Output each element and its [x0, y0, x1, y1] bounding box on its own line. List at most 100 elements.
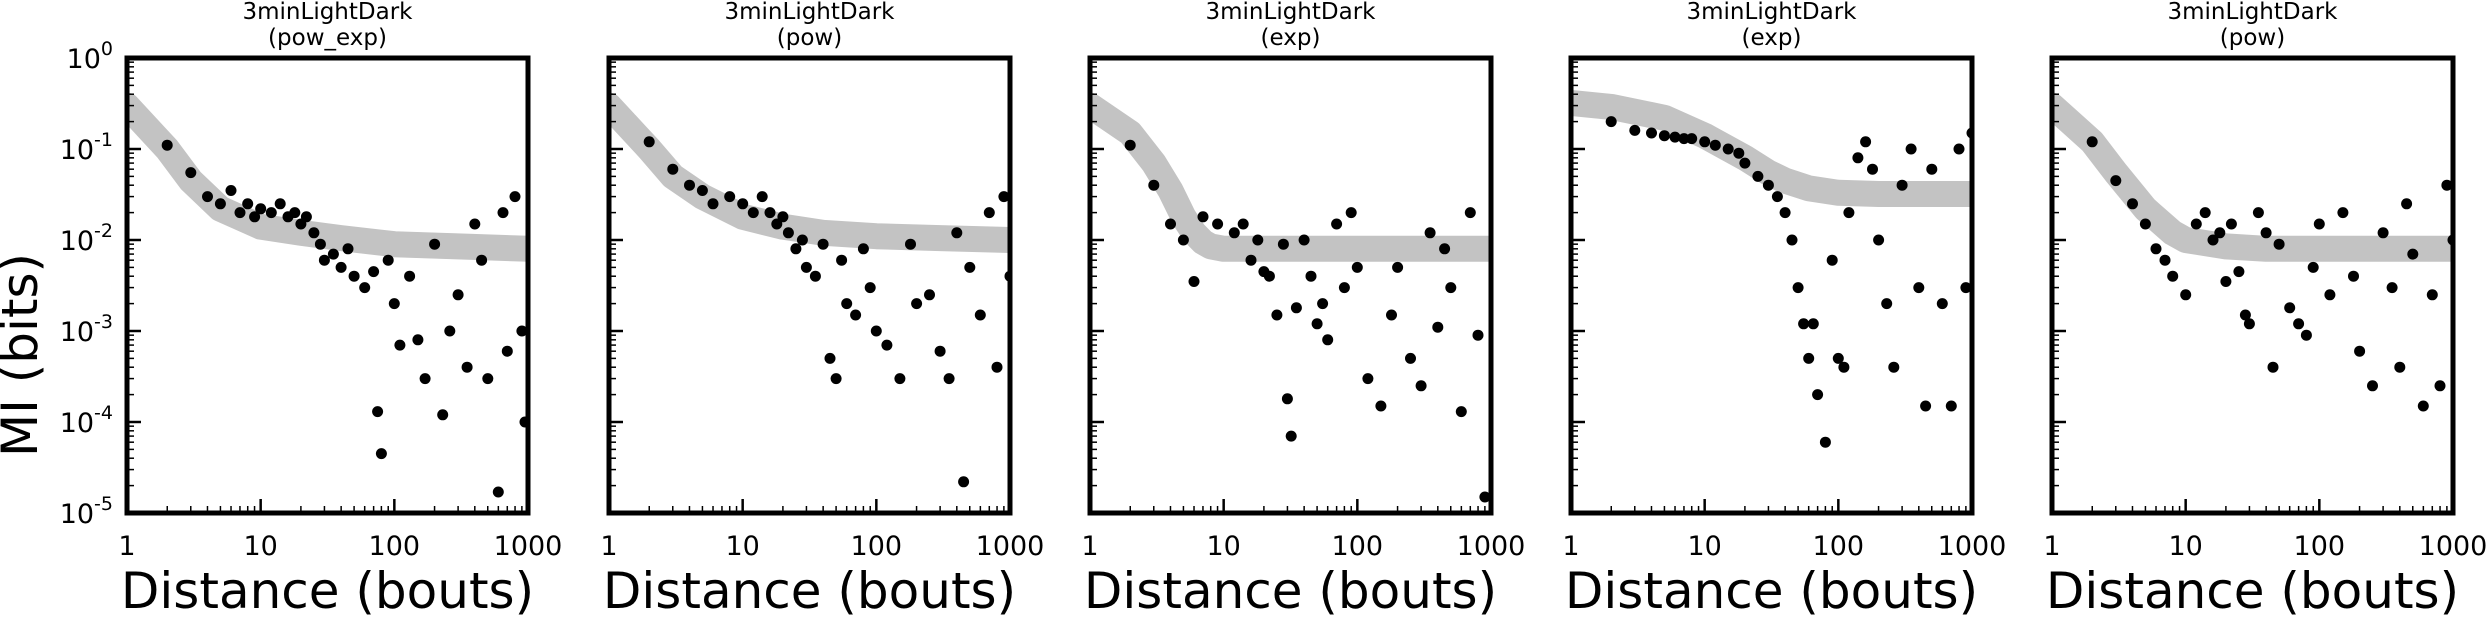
data-point [452, 289, 464, 301]
data-point [1838, 361, 1850, 373]
data-point [2354, 345, 2366, 357]
data-point [1237, 218, 1249, 230]
data-point [724, 191, 736, 203]
data-point [2434, 380, 2446, 392]
data-point [2386, 282, 2398, 294]
data-point [894, 373, 906, 385]
data-point [850, 309, 862, 321]
x-tick-label: 100 [1813, 531, 1865, 562]
data-point [934, 345, 946, 357]
data-point [1826, 254, 1838, 266]
data-point [1298, 234, 1310, 246]
x-tick-label: 1000 [1938, 531, 2007, 562]
data-point [2207, 234, 2219, 246]
data-point [1424, 227, 1436, 239]
panel-title: 3minLightDark [1206, 0, 1377, 25]
data-point [1311, 318, 1323, 330]
data-point [318, 254, 330, 266]
data-point [2159, 254, 2171, 266]
data-point [1867, 163, 1878, 175]
data-point [1317, 298, 1329, 310]
data-point [2220, 276, 2232, 287]
data-point [2233, 266, 2245, 278]
data-point [1472, 329, 1484, 341]
data-point [382, 254, 394, 266]
data-point [1832, 352, 1844, 364]
data-point [1252, 234, 1264, 246]
data-point [1629, 124, 1641, 136]
data-point [737, 198, 749, 210]
data-point [1953, 143, 1965, 155]
data-point [1709, 139, 1721, 151]
data-point [509, 191, 521, 203]
data-point [516, 325, 528, 337]
data-point [1739, 157, 1751, 169]
data-point [1351, 261, 1363, 273]
data-point [2300, 329, 2312, 341]
data-point [1945, 400, 1957, 412]
data-point [841, 298, 853, 310]
panel-title: 3minLightDark [2168, 0, 2339, 25]
data-point [1212, 218, 1224, 230]
x-tick-label: 1 [600, 531, 617, 562]
data-point [2348, 270, 2359, 282]
data-point [958, 476, 970, 488]
data-point [1896, 179, 1908, 191]
x-tick-label: 100 [369, 531, 421, 562]
data-point [461, 361, 473, 373]
data-point [991, 361, 1003, 373]
data-point [796, 234, 808, 246]
data-point [1281, 393, 1293, 405]
data-point [1605, 116, 1617, 128]
plot-area [2052, 92, 2453, 412]
data-point [707, 198, 719, 210]
data-point [1752, 170, 1764, 182]
data-point [1786, 234, 1798, 246]
x-tick-label: 1000 [2419, 531, 2488, 562]
data-point [444, 325, 456, 337]
data-point [983, 207, 995, 219]
data-point [1386, 309, 1397, 321]
axes-frame [1087, 55, 1494, 516]
data-point [998, 191, 1010, 203]
data-point [1669, 131, 1681, 143]
data-point [2167, 270, 2179, 282]
data-point [684, 179, 695, 191]
data-point [747, 207, 759, 219]
data-point [342, 243, 354, 255]
data-point [1345, 207, 1357, 219]
data-point [1148, 179, 1160, 191]
data-point [242, 198, 254, 210]
data-point [314, 238, 326, 250]
data-point [1245, 254, 1257, 266]
data-point [1686, 133, 1698, 145]
data-point [924, 289, 935, 301]
panel-subtitle: (exp) [1261, 25, 1321, 51]
data-point [234, 207, 246, 219]
data-point [429, 238, 441, 250]
x-tick-label: 1000 [1457, 531, 1526, 562]
panel-5: 1 10 100 1000 3minLightDark(pow) Distance (bo… [2043, 0, 2487, 619]
data-point [2407, 248, 2419, 260]
data-point [2293, 318, 2305, 330]
data-point [327, 248, 339, 260]
x-tick-label: 100 [2294, 531, 2346, 562]
y-tick-label: 10-2 [60, 220, 113, 257]
data-point [2150, 243, 2162, 255]
data-point [2225, 218, 2237, 230]
axes-frame [124, 55, 531, 516]
data-point [1375, 400, 1387, 412]
data-point [643, 136, 655, 148]
x-tick-label: 1 [1562, 531, 1579, 562]
data-point [2243, 318, 2255, 330]
data-point [1733, 147, 1745, 159]
x-tick-label: 1000 [494, 531, 563, 562]
x-tick-label: 10 [725, 531, 759, 562]
data-point [817, 238, 829, 250]
data-point [809, 270, 821, 282]
data-point [870, 325, 882, 337]
data-point [1812, 389, 1824, 401]
data-point [348, 270, 360, 282]
data-point [2313, 218, 2325, 230]
data-point [359, 282, 371, 294]
